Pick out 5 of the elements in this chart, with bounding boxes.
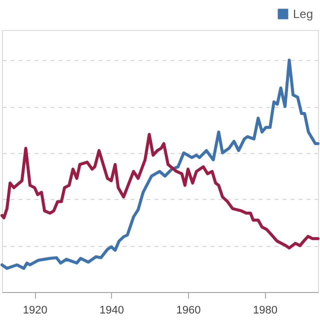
x-tick-label: 1960 bbox=[176, 304, 201, 316]
x-tick-label: 1940 bbox=[100, 304, 124, 316]
x-tick-label: 1920 bbox=[22, 304, 48, 316]
x-tick-label: 1980 bbox=[252, 304, 278, 316]
legend-label: Leg bbox=[293, 7, 314, 21]
